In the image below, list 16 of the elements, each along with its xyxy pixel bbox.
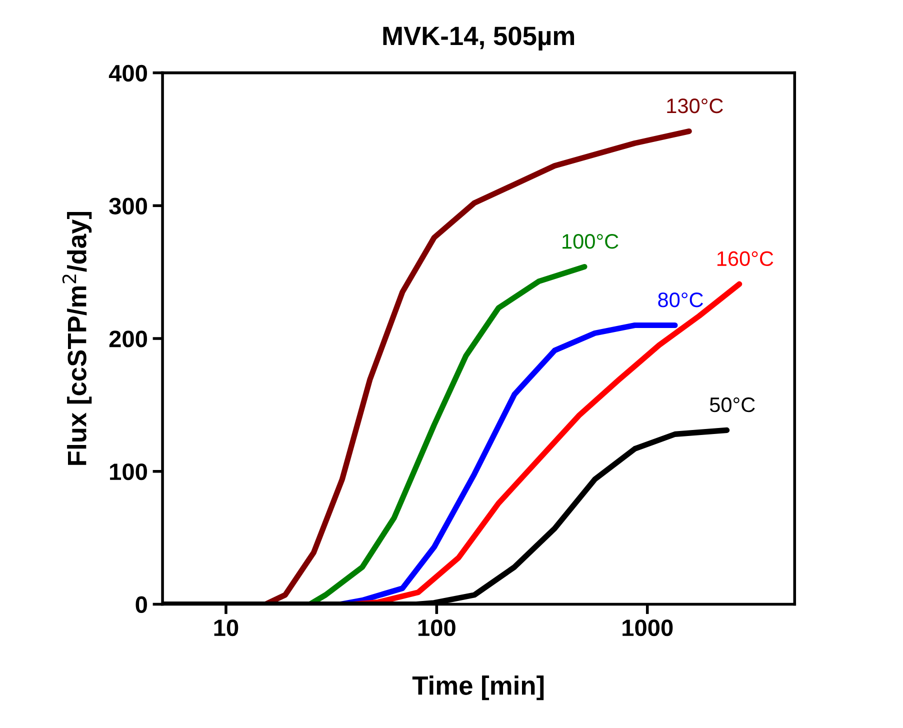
- y-tick-label: 400: [108, 64, 147, 82]
- series-label: 50°C: [710, 397, 755, 412]
- x-axis-title: Time [min]: [412, 676, 544, 700]
- y-tick-label: 0: [136, 596, 147, 614]
- series-label: 160°C: [717, 251, 774, 266]
- y-axis-title: Flux [ccSTP/m$^{2}$/day]: [62, 212, 92, 465]
- chart-title: MVK-14, 505µm: [383, 26, 574, 51]
- y-tick-label: 100: [110, 463, 147, 480]
- series-label: 100°C: [562, 234, 618, 249]
- series-label: 80°C: [658, 292, 703, 308]
- x-tick-label: 10: [214, 619, 238, 636]
- y-tick-label: 300: [109, 198, 147, 214]
- x-tick-label: 1000: [622, 619, 673, 636]
- x-tick-label: 100: [418, 619, 456, 636]
- series-label: 130°C: [667, 98, 723, 114]
- y-tick-label: 200: [109, 330, 147, 348]
